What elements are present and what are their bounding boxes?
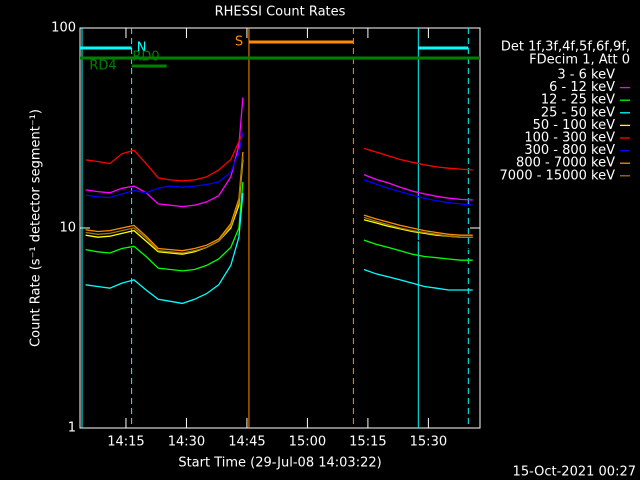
legend-label: 25 - 50 keV bbox=[541, 105, 615, 120]
x-tick-label: 14:15 bbox=[107, 435, 144, 450]
series-line bbox=[85, 155, 473, 254]
legend-label: 300 - 800 keV bbox=[524, 143, 615, 158]
flag-label: RD4 bbox=[89, 59, 116, 74]
series-line bbox=[85, 151, 473, 252]
y-tick-label: 1 bbox=[68, 421, 76, 436]
plot-frame bbox=[79, 27, 481, 429]
legend-label: 3 - 6 keV bbox=[557, 68, 615, 83]
y-tick-label: 100 bbox=[51, 21, 76, 36]
flag-label: N bbox=[137, 41, 147, 56]
x-tick-label: 15:15 bbox=[349, 435, 386, 450]
legend-label: 7000 - 15000 keV bbox=[500, 168, 616, 183]
x-tick-label: 14:45 bbox=[228, 435, 265, 450]
y-tick-label: 10 bbox=[59, 221, 76, 236]
series-line bbox=[85, 192, 473, 305]
x-tick-label: 15:30 bbox=[410, 435, 447, 450]
x-tick-label: 15:00 bbox=[289, 435, 326, 450]
legend-label: 50 - 100 keV bbox=[533, 118, 616, 133]
y-axis-label: Count Rate (s⁻¹ detector segment⁻¹) bbox=[29, 109, 44, 347]
x-tick-label: 14:30 bbox=[168, 435, 205, 450]
flag-label: S bbox=[235, 35, 243, 50]
legend-header: Det 1f,3f,4f,5f,6f,9f, bbox=[501, 40, 630, 55]
series-line bbox=[85, 181, 473, 272]
legend-label: 6 - 12 keV bbox=[549, 80, 615, 95]
series-line bbox=[85, 167, 473, 268]
x-axis-label: Start Time (29-Jul-08 14:03:22) bbox=[178, 456, 381, 471]
legend-label: 800 - 7000 keV bbox=[516, 156, 615, 171]
series-line bbox=[85, 132, 473, 206]
series-line bbox=[85, 97, 473, 208]
series-line bbox=[85, 132, 473, 182]
legend-header: FDecim 1, Att 0 bbox=[529, 53, 630, 68]
chart-title: RHESSI Count Rates bbox=[215, 5, 346, 20]
legend-label: 12 - 25 keV bbox=[541, 93, 615, 108]
footer: 15-Oct-2021 00:27 bbox=[513, 465, 636, 480]
legend-label: 100 - 300 keV bbox=[524, 131, 615, 146]
